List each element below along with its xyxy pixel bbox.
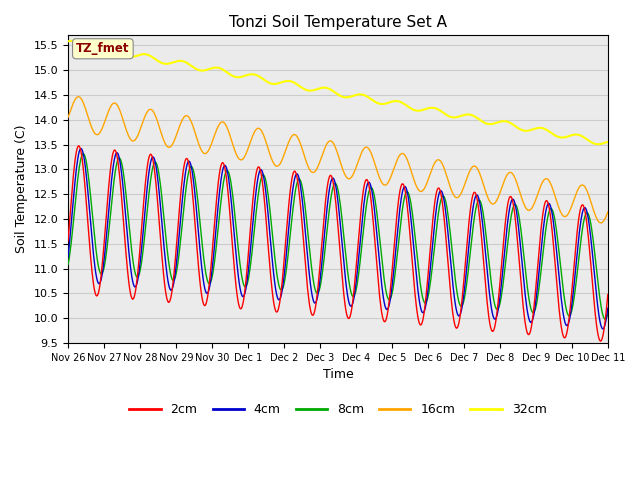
Text: TZ_fmet: TZ_fmet xyxy=(76,42,130,55)
Y-axis label: Soil Temperature (C): Soil Temperature (C) xyxy=(15,125,28,253)
Title: Tonzi Soil Temperature Set A: Tonzi Soil Temperature Set A xyxy=(229,15,447,30)
X-axis label: Time: Time xyxy=(323,368,353,381)
Legend: 2cm, 4cm, 8cm, 16cm, 32cm: 2cm, 4cm, 8cm, 16cm, 32cm xyxy=(124,398,552,421)
